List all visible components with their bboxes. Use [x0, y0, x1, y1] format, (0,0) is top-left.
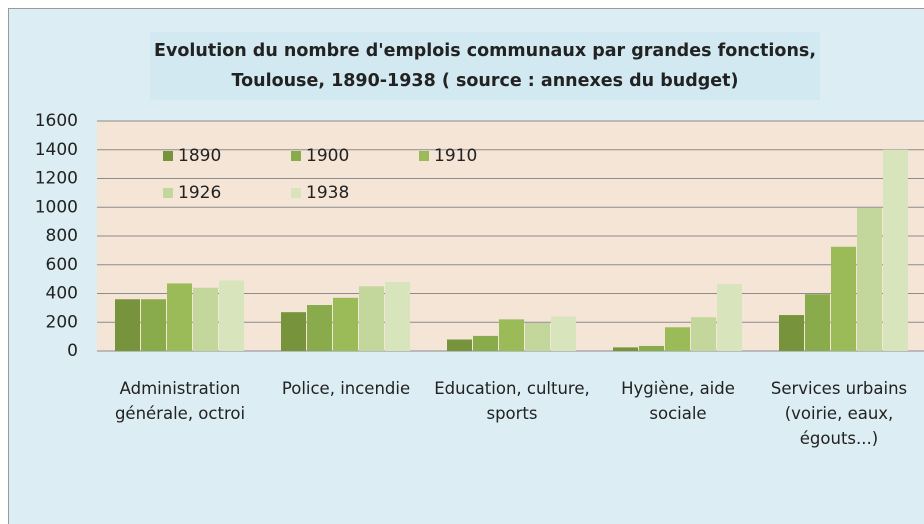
bar — [613, 347, 638, 351]
bar — [193, 287, 218, 351]
x-tick-label: Services urbains (voirie, eaux, égouts..… — [770, 379, 908, 448]
bar — [639, 345, 664, 351]
legend-swatch — [291, 151, 301, 161]
legend-label: 1900 — [306, 146, 349, 166]
bar — [551, 316, 576, 351]
bar — [857, 207, 882, 351]
x-tick-label: Police, incendie — [281, 379, 411, 398]
chart-title: Evolution du nombre d'emplois communaux … — [150, 32, 820, 100]
bar — [525, 322, 550, 351]
bar — [805, 294, 830, 351]
bar — [883, 149, 908, 351]
bar — [779, 315, 804, 351]
legend-swatch — [419, 151, 429, 161]
legend-label: 1910 — [434, 146, 477, 166]
y-tick-label: 600 — [46, 255, 78, 275]
y-tick-label: 1000 — [35, 197, 78, 217]
y-tick-label: 1200 — [35, 169, 78, 189]
legend-label: 1938 — [306, 183, 349, 203]
y-tick-label: 1400 — [35, 140, 78, 160]
bar — [141, 299, 166, 351]
legend-swatch — [163, 188, 173, 198]
y-tick-label: 200 — [46, 312, 78, 332]
bar — [307, 305, 332, 351]
bar — [359, 286, 384, 351]
bar — [281, 312, 306, 351]
x-tick-label: Hygiène, aide sociale — [621, 379, 735, 423]
y-tick-label: 1600 — [35, 111, 78, 131]
bar — [219, 280, 244, 351]
bar — [717, 284, 742, 351]
legend-label: 1926 — [178, 183, 221, 203]
legend-swatch — [163, 151, 173, 161]
bar — [691, 317, 716, 351]
bar — [333, 297, 358, 351]
bar — [447, 339, 472, 351]
y-tick-label: 0 — [67, 341, 78, 361]
bar — [385, 282, 410, 351]
bar — [115, 299, 140, 351]
legend-label: 1890 — [178, 146, 221, 166]
bar — [831, 246, 856, 351]
x-tick-label: Administration générale, octroi — [114, 379, 246, 423]
bar — [665, 327, 690, 351]
y-tick-label: 400 — [46, 284, 78, 304]
bar — [167, 283, 192, 351]
bar — [473, 335, 498, 351]
legend-swatch — [291, 188, 301, 198]
y-tick-label: 800 — [46, 226, 78, 246]
x-tick-label: Education, culture, sports — [434, 379, 590, 423]
bar — [499, 319, 524, 351]
